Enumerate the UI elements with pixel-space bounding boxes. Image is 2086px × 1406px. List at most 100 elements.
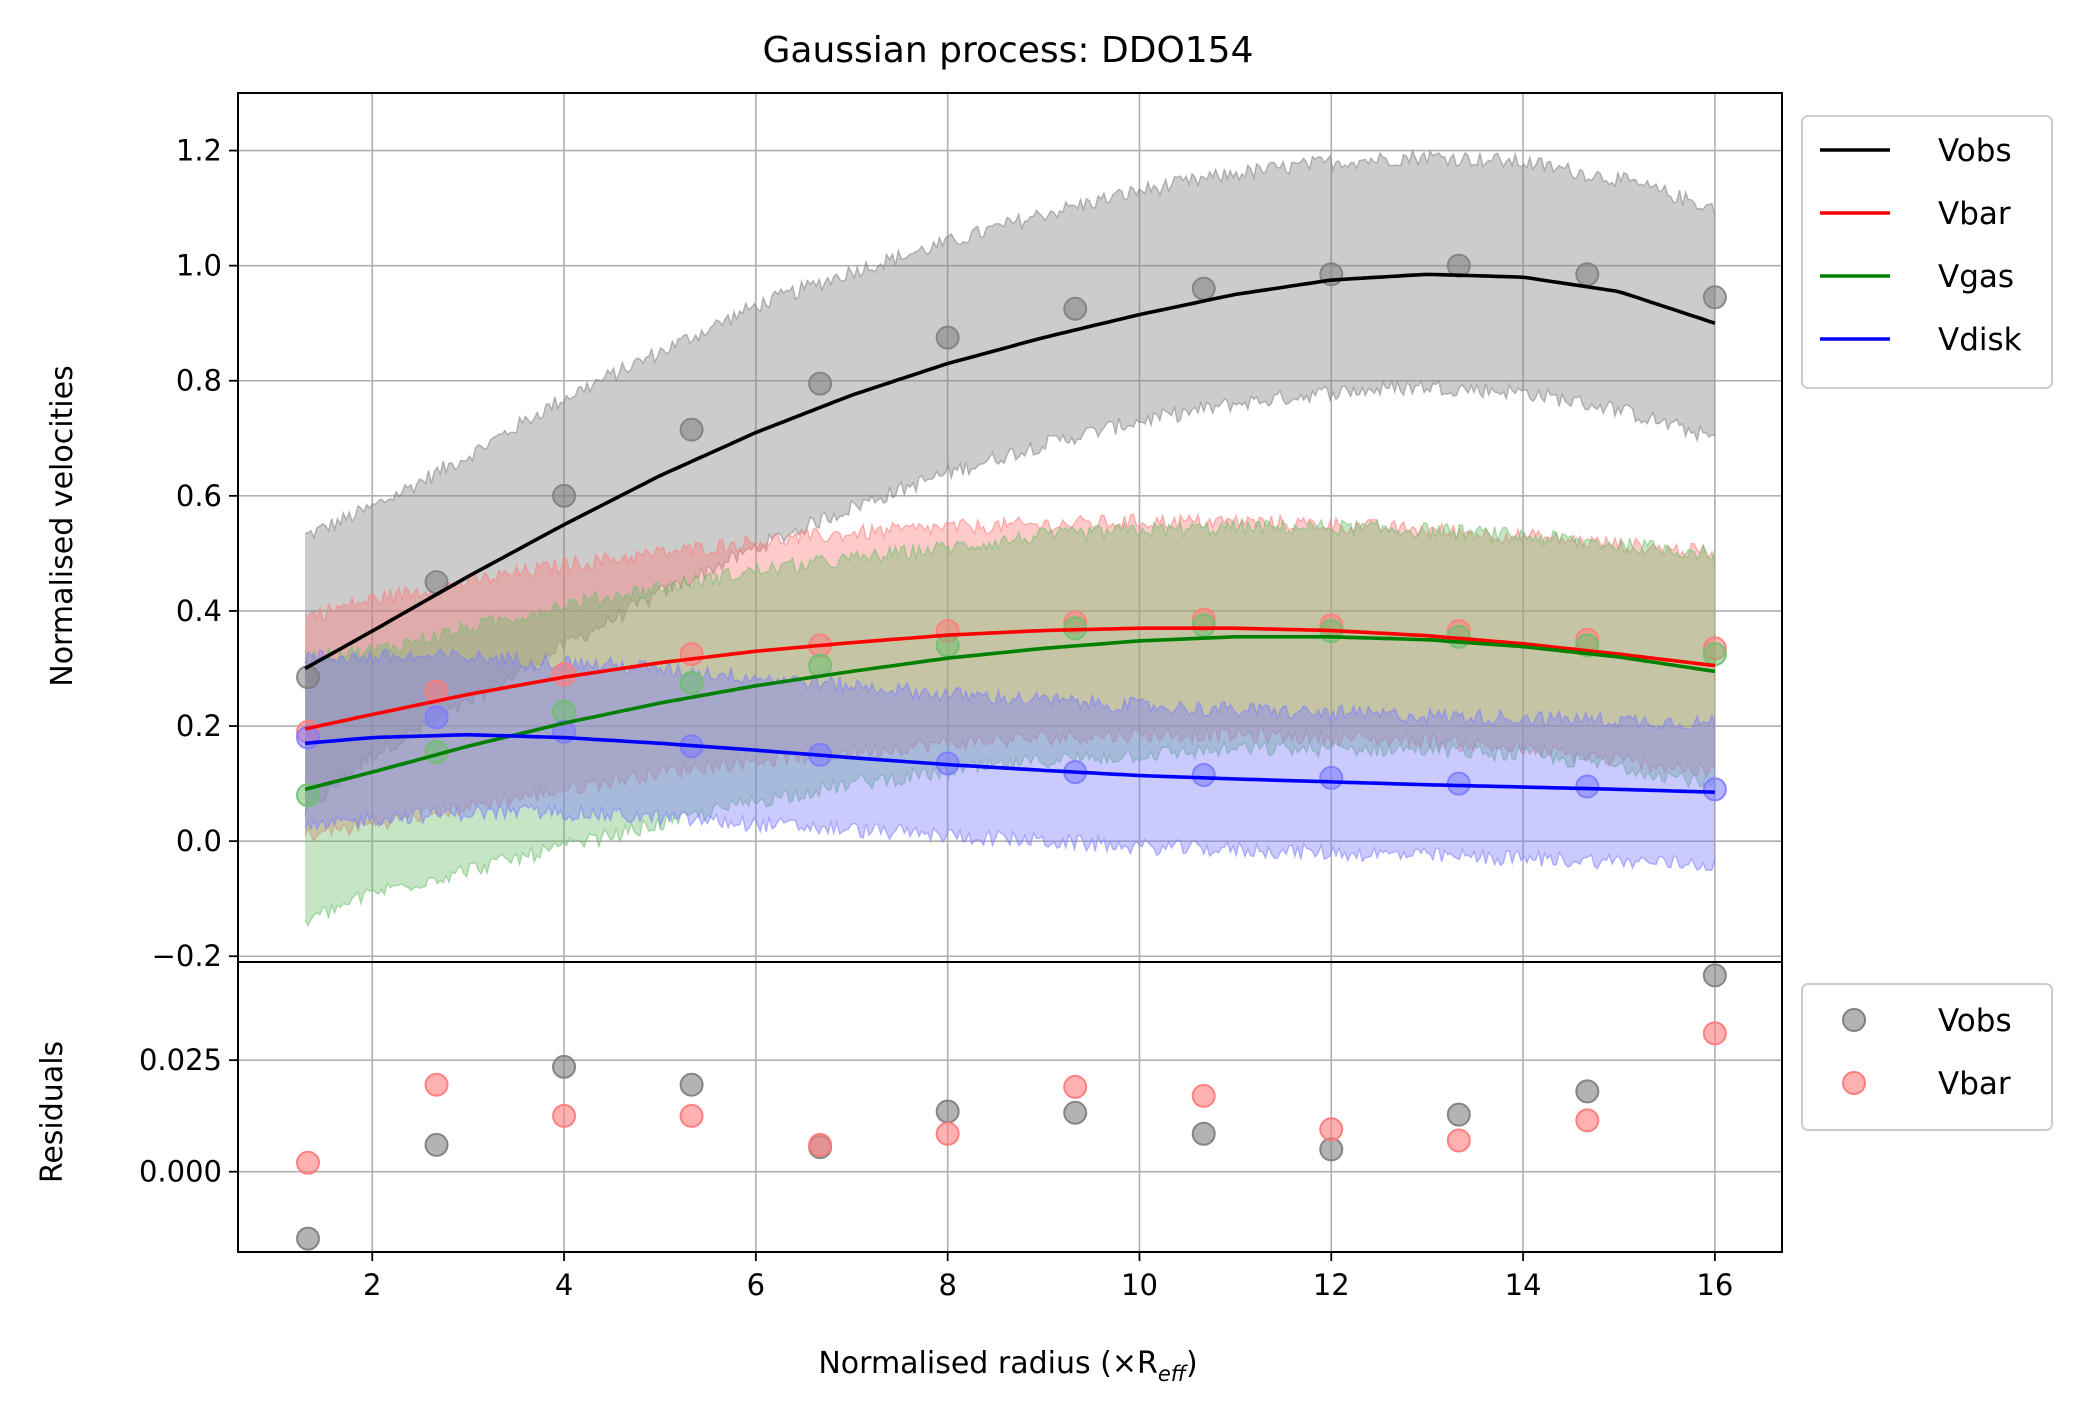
bottom-y-tick-label: 0.025 bbox=[139, 1043, 222, 1077]
bottom-legend-swatch bbox=[1842, 1008, 1866, 1032]
bottom-panel: 0.000 0.025 2 4 6 8 10 12 14 16 bbox=[139, 961, 1783, 1302]
point-vobs bbox=[296, 665, 321, 690]
bottom-y-tick-label: 0.000 bbox=[139, 1155, 222, 1189]
band-upper-edge-vbar bbox=[304, 512, 1716, 621]
residual-point-vbar bbox=[1702, 1021, 1727, 1046]
band-upper-edge-vgas bbox=[304, 517, 1716, 665]
top-y-tick-label: 1.0 bbox=[176, 249, 222, 283]
top-y-tick-label: 0.8 bbox=[176, 364, 222, 398]
curve-vdisk bbox=[304, 732, 1715, 794]
bottom-legend-label: Vbar bbox=[1938, 1066, 2011, 1102]
bottom-frame bbox=[237, 961, 1783, 1253]
band-upper-edge-vdisk bbox=[304, 648, 1716, 731]
point-vobs bbox=[1063, 296, 1088, 321]
residual-point-vobs bbox=[679, 1072, 704, 1097]
residual-point-vbar bbox=[679, 1103, 704, 1128]
top-y-tick-label: 1.2 bbox=[176, 134, 222, 168]
residual-point-vobs bbox=[1575, 1079, 1600, 1104]
point-vdisk bbox=[1319, 765, 1344, 790]
residual-point-vbar bbox=[1191, 1083, 1216, 1108]
bottom-legend: Vobs Vbar bbox=[1801, 983, 2053, 1131]
residual-point-vobs bbox=[1702, 963, 1727, 988]
x-tick-label: 12 bbox=[1313, 1268, 1350, 1302]
top-legend-label: Vdisk bbox=[1938, 322, 2022, 358]
bottom-plot-area bbox=[296, 963, 1727, 1251]
residual-point-vbar bbox=[808, 1132, 833, 1157]
residual-point-vobs bbox=[1191, 1121, 1216, 1146]
band-vgas bbox=[305, 519, 1715, 926]
top-legend: Vobs Vbar Vgas Vdisk bbox=[1801, 115, 2053, 389]
top-y-tick-label: 0.0 bbox=[176, 824, 222, 858]
top-legend-label: Vbar bbox=[1938, 196, 2011, 232]
bottom-legend-box bbox=[1801, 983, 2053, 1131]
residual-point-vobs bbox=[935, 1099, 960, 1124]
x-axis-label-main: Normalised radius (×R bbox=[818, 1346, 1158, 1381]
residual-point-vobs bbox=[1319, 1137, 1344, 1162]
top-legend-label: Vgas bbox=[1938, 259, 2014, 295]
point-vgas bbox=[552, 699, 577, 724]
top-legend-box bbox=[1801, 115, 2053, 389]
residual-point-vbar bbox=[296, 1150, 321, 1175]
top-y-tick-label: 0.2 bbox=[176, 709, 222, 743]
point-vobs bbox=[552, 483, 577, 508]
x-tick-label: 2 bbox=[363, 1268, 381, 1302]
point-vobs bbox=[1191, 276, 1216, 301]
point-vobs bbox=[808, 371, 833, 396]
band-lower-edge-vbar bbox=[304, 724, 1716, 843]
band-upper-edge-vobs bbox=[304, 148, 1716, 540]
x-axis-label-subscript: eff bbox=[1158, 1362, 1189, 1386]
top-legend-label: Vobs bbox=[1938, 133, 2012, 169]
point-vdisk bbox=[424, 705, 449, 730]
x-axis-label-close: ) bbox=[1186, 1346, 1198, 1381]
residual-point-vbar bbox=[552, 1103, 577, 1128]
point-vobs bbox=[1702, 285, 1727, 310]
point-vgas bbox=[296, 783, 321, 808]
point-vdisk bbox=[1575, 774, 1600, 799]
curve-vbar bbox=[304, 626, 1716, 731]
residual-point-vobs bbox=[1063, 1100, 1088, 1125]
point-vgas bbox=[935, 633, 960, 658]
residual-point-vobs bbox=[296, 1226, 321, 1251]
band-vbar bbox=[305, 514, 1715, 842]
residual-point-vobs bbox=[424, 1132, 449, 1157]
point-vgas bbox=[1702, 642, 1727, 667]
point-vdisk bbox=[1702, 777, 1727, 802]
point-vobs bbox=[679, 417, 704, 442]
band-vobs bbox=[305, 150, 1715, 816]
x-axis-label: Normalised radius (×Reff) bbox=[818, 1346, 1197, 1386]
residual-point-vbar bbox=[1575, 1108, 1600, 1133]
residual-point-vbar bbox=[1063, 1074, 1088, 1099]
point-vgas bbox=[679, 670, 704, 695]
point-vobs bbox=[935, 325, 960, 350]
chart-title: Gaussian process: DDO154 bbox=[762, 30, 1253, 71]
curve-vgas bbox=[304, 635, 1716, 792]
point-vbar bbox=[679, 642, 704, 667]
top-plot-area bbox=[296, 148, 1727, 928]
x-tick-label: 8 bbox=[938, 1268, 956, 1302]
top-y-tick-label: 0.6 bbox=[176, 479, 222, 513]
bottom-y-axis-label: Residuals bbox=[35, 1041, 70, 1183]
top-y-tick-label: 0.4 bbox=[176, 594, 222, 628]
band-lower-edge-vgas bbox=[304, 739, 1716, 928]
x-tick-label: 4 bbox=[555, 1268, 573, 1302]
point-vobs bbox=[1575, 262, 1600, 287]
x-tick-label: 16 bbox=[1696, 1268, 1733, 1302]
residual-point-vbar bbox=[1446, 1128, 1471, 1153]
x-tick-label: 10 bbox=[1121, 1268, 1158, 1302]
residual-point-vobs bbox=[552, 1054, 577, 1079]
curve-vobs bbox=[304, 272, 1716, 671]
band-lower-edge-vdisk bbox=[304, 803, 1716, 872]
band-lower-edge-vobs bbox=[304, 379, 1716, 816]
bottom-legend-swatch bbox=[1842, 1071, 1866, 1095]
top-y-tick-label: −0.2 bbox=[152, 939, 222, 973]
top-y-axis-label: Normalised velocities bbox=[45, 365, 80, 686]
residual-point-vobs bbox=[1446, 1102, 1471, 1127]
top-panel: −0.2 0.0 0.2 0.4 0.6 0.8 1.0 1.2 bbox=[152, 92, 1783, 973]
point-vdisk bbox=[1191, 762, 1216, 787]
bottom-legend-label: Vobs bbox=[1938, 1003, 2012, 1039]
x-tick-label: 14 bbox=[1505, 1268, 1542, 1302]
residual-point-vbar bbox=[935, 1121, 960, 1146]
x-tick-label: 6 bbox=[747, 1268, 765, 1302]
point-vgas bbox=[1191, 613, 1216, 638]
